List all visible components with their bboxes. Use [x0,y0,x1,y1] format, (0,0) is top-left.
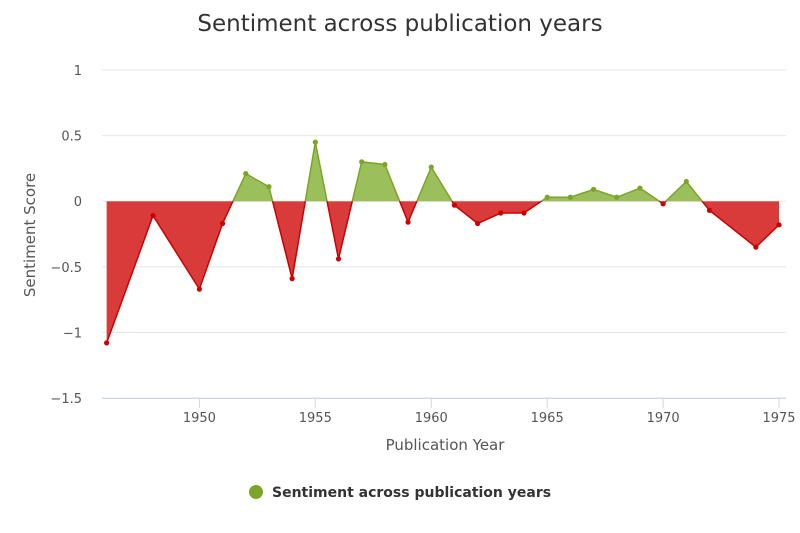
y-axis-title: Sentiment Score [21,173,39,297]
y-tick-label: −0.5 [50,261,82,276]
data-point[interactable] [405,219,411,225]
x-axis-title: Publication Year [386,436,506,454]
y-tick-label: −1.5 [50,392,82,407]
data-point[interactable] [706,207,713,213]
data-point[interactable] [359,159,365,165]
data-point[interactable] [150,213,156,219]
data-point[interactable] [266,184,272,190]
positive-line [232,142,704,202]
x-tick-label: 1970 [647,411,680,426]
data-point[interactable] [614,194,620,200]
series-sentiment [105,142,780,344]
data-point[interactable] [567,194,573,200]
data-point[interactable] [428,164,434,170]
x-axis-ticks: 1950 1955 1960 1965 1970 1975 [183,398,796,426]
legend-marker-icon [249,485,263,499]
x-tick-label: 1975 [762,411,795,426]
x-tick-label: 1965 [531,411,564,426]
y-tick-label: 0.5 [61,130,82,145]
data-point[interactable] [219,220,226,227]
negative-area [106,201,780,343]
x-tick-label: 1960 [415,411,448,426]
data-point[interactable] [104,340,110,346]
data-point[interactable] [475,220,481,227]
x-tick-label: 1955 [299,411,332,426]
legend-label[interactable]: Sentiment across publication years [272,485,551,501]
data-point[interactable] [498,210,504,216]
data-point[interactable] [382,161,388,168]
data-point[interactable] [289,276,295,282]
data-point[interactable] [544,194,550,200]
data-point[interactable] [753,244,759,250]
y-tick-label: −1 [63,326,82,341]
data-point[interactable] [521,210,527,216]
data-point[interactable] [683,178,689,185]
data-point[interactable] [312,139,318,145]
chart-title: Sentiment across publication years [197,11,602,37]
data-point[interactable] [335,256,342,262]
legend[interactable]: Sentiment across publication years [249,485,551,501]
y-tick-label: 0 [74,195,82,210]
x-tick-label: 1950 [183,411,216,426]
data-point[interactable] [196,286,202,292]
data-point[interactable] [451,202,458,208]
y-axis-ticks: 1 0.5 0 −0.5 −1 −1.5 [50,64,82,407]
data-point[interactable] [660,201,666,207]
data-point[interactable] [243,171,249,177]
data-points [104,139,782,346]
data-point[interactable] [776,222,782,228]
data-point[interactable] [590,186,597,192]
y-tick-label: 1 [74,64,82,79]
data-point[interactable] [637,185,643,191]
